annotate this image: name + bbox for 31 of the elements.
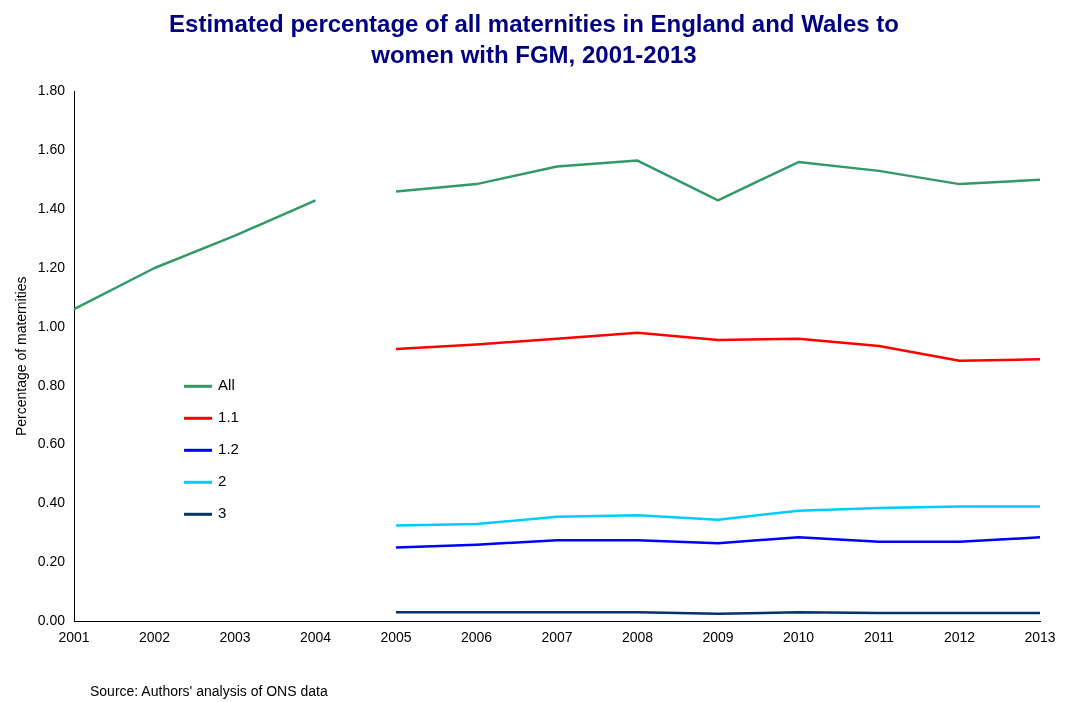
- x-tick-label: 2008: [621, 629, 654, 646]
- x-tick-label: 2011: [863, 629, 895, 646]
- legend-label: All: [218, 376, 235, 394]
- x-tick-label: 2013: [1024, 629, 1056, 646]
- legend-label: 1.1: [218, 408, 239, 426]
- x-tick-label: 2005: [380, 629, 412, 646]
- legend-label: 2: [218, 472, 227, 490]
- y-tick-label: 1.60: [37, 141, 66, 158]
- x-tick-label: 2007: [541, 629, 573, 646]
- x-tick-label: 2006: [460, 629, 493, 646]
- x-tick-label: 2001: [58, 629, 90, 646]
- x-tick-label: 2009: [702, 629, 734, 646]
- y-tick-label: 0.60: [37, 435, 66, 452]
- x-tick-label: 2010: [782, 629, 815, 646]
- y-tick-label: 0.00: [37, 612, 66, 629]
- x-tick-label: 2012: [943, 629, 976, 646]
- y-tick-label: 0.40: [37, 494, 66, 511]
- y-tick-label: 0.80: [37, 376, 66, 393]
- x-tick-label: 2002: [138, 629, 171, 646]
- y-tick-label: 0.20: [37, 553, 66, 570]
- y-tick-label: 1.40: [37, 199, 66, 216]
- x-tick-label: 2003: [219, 629, 251, 646]
- legend-label: 1.2: [218, 440, 239, 458]
- y-tick-label: 1.00: [37, 317, 66, 334]
- y-axis-title: Percentage of maternities: [13, 276, 30, 437]
- legend-label: 3: [218, 504, 227, 522]
- y-tick-label: 1.80: [37, 82, 66, 99]
- source-note: Source: Authors' analysis of ONS data: [90, 683, 328, 699]
- chart-title: Estimated percentage of all maternities in England and Wales to women with FGM, 2001-2013: [168, 9, 900, 70]
- y-tick-label: 1.20: [37, 258, 66, 275]
- x-tick-label: 2004: [299, 629, 332, 646]
